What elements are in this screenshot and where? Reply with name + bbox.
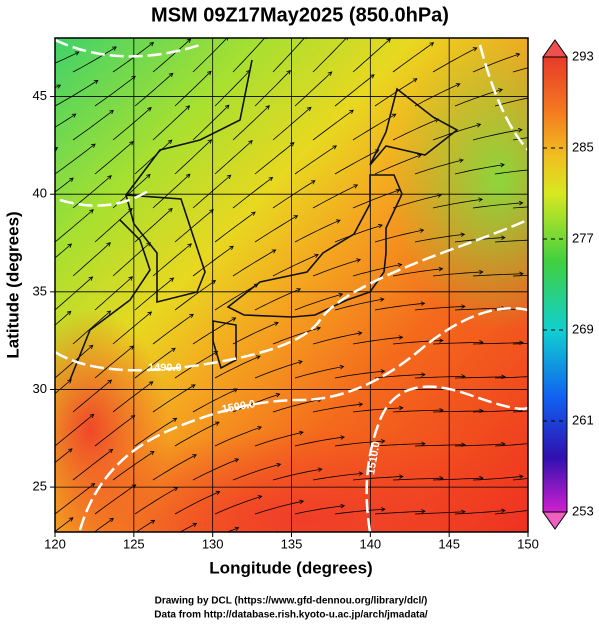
streamline-arrow [558,538,562,542]
streamline-arrow [494,13,498,16]
x-tick-label: 120 [44,536,66,551]
streamline-arrow [97,18,101,21]
streamline [95,13,138,38]
streamline [455,13,498,38]
x-tick-label: 135 [281,536,303,551]
streamline-arrow [581,170,585,174]
contour-label: 1490.0 [148,362,182,374]
streamline-arrow [318,536,322,540]
colorbar-body [543,57,567,512]
streamline-arrow [479,543,483,547]
streamline-arrow [450,7,454,11]
title: MSM 09Z17May2025 (850.0hPa) [151,4,449,26]
plot-area: 1490.0 1500.0 1510.0 [10,0,599,610]
streamline [15,414,54,446]
x-tick-label: 150 [517,536,539,551]
streamline-arrow [581,437,585,441]
colorbar-tick-label: 269 [572,321,594,336]
x-tick-label: 145 [438,536,460,551]
credit: Drawing by DCL (https://www.gfd-dennou.o… [155,596,428,607]
colorbar-tick-label: 277 [572,230,594,245]
x-axis-label: Longitude (degrees) [209,558,372,577]
colorbar: 253 261 269 277 285 293 [543,40,594,529]
streamline [313,541,363,548]
streamline-arrow [49,346,53,350]
streamline [535,26,584,38]
y-tick-label: 40 [33,186,47,201]
colorbar-tick-label: 285 [572,139,594,154]
streamline-arrow [537,19,541,23]
y-tick-label: 30 [33,381,47,396]
streamline-arrow [134,13,138,17]
y-tick-label: 25 [33,479,47,494]
colorbar-extend [543,512,567,529]
streamline-arrow [581,306,585,310]
streamline [495,19,541,38]
streamline-arrow [50,414,54,418]
y-tick-label: 45 [33,88,47,103]
y-axis-label: Latitude (degrees) [3,211,22,358]
streamline [473,543,523,548]
colorbar-tick-label: 293 [572,48,594,63]
streamline-arrow [50,278,54,282]
x-tick-label: 125 [123,536,145,551]
streamline [553,535,599,548]
streamline [233,532,281,548]
streamline-arrow [580,25,584,29]
colorbar-extend [543,40,567,57]
credit: Data from http://database.rish.kyoto-u.a… [154,610,428,621]
streamline-arrow [399,542,403,546]
streamline-arrow [581,372,585,376]
x-tick-label: 140 [359,536,381,551]
colorbar-tick-label: 253 [572,503,594,518]
x-tick-label: 130 [202,536,224,551]
streamline-arrow [324,0,328,4]
streamline [55,19,101,39]
streamline-arrow [59,24,63,28]
streamline [393,545,443,548]
streamline [15,25,63,39]
colorbar-tick-label: 261 [572,412,594,427]
streamline-arrow [581,98,585,102]
streamline [15,148,57,174]
y-tick-label: 35 [33,283,47,298]
